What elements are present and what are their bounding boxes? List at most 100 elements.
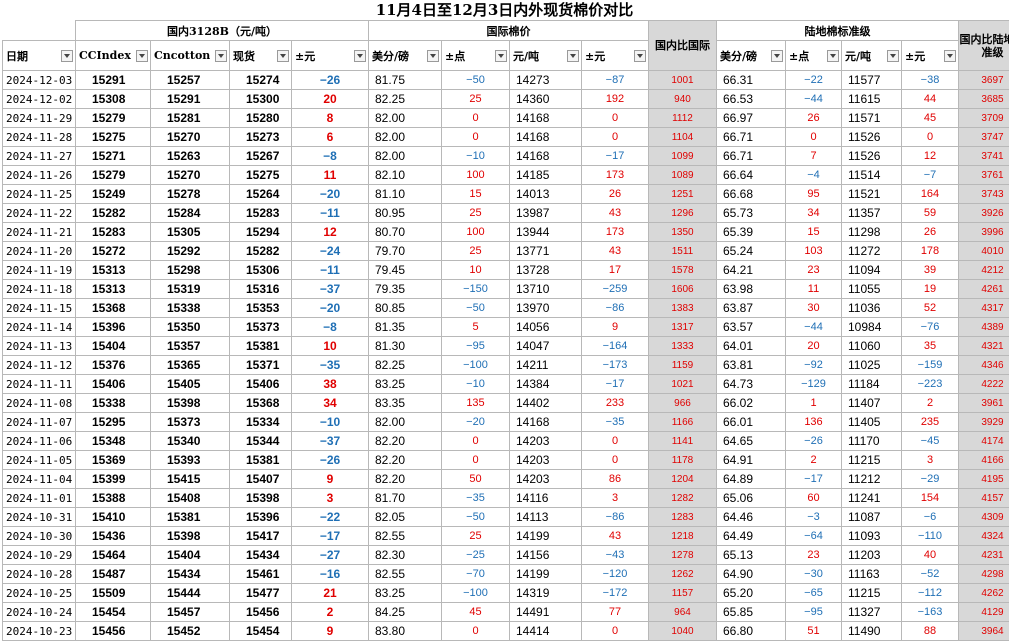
cell-cncotton[interactable]: 15270 [150,127,230,147]
cell-us-cents2[interactable]: 64.90 [716,564,786,584]
cell-dom-vs-port[interactable]: 3996 [958,222,1009,242]
cell-spot[interactable]: 15381 [229,450,292,470]
cell-yuan-ton2[interactable]: 11526 [841,127,902,147]
cell-date[interactable]: 2024-11-12 [2,355,76,375]
cell-chg[interactable]: 9 [291,469,369,489]
cell-us-cents2[interactable]: 66.53 [716,89,786,109]
cell-spot[interactable]: 15275 [229,165,292,185]
cell-us-cents2[interactable]: 64.65 [716,431,786,451]
cell-chg3[interactable]: −159 [901,355,959,375]
cell-ccindex[interactable]: 15436 [75,526,151,546]
cell-pts[interactable]: −50 [441,298,510,318]
cell-chg2[interactable]: 77 [581,602,649,622]
cell-pts[interactable]: −100 [441,355,510,375]
cell-us-cents[interactable]: 81.70 [368,488,442,508]
cell-pts2[interactable]: −22 [785,70,842,90]
cell-chg[interactable]: −17 [291,526,369,546]
cell-chg3[interactable]: −163 [901,602,959,622]
cell-spot[interactable]: 15456 [229,602,292,622]
cell-yuan-ton[interactable]: 13970 [509,298,582,318]
cell-chg2[interactable]: 9 [581,317,649,337]
filter-dropdown-icon[interactable] [944,50,956,62]
cell-us-cents2[interactable]: 63.98 [716,279,786,299]
cell-pts2[interactable]: 30 [785,298,842,318]
cell-chg[interactable]: −37 [291,431,369,451]
cell-cncotton[interactable]: 15298 [150,260,230,280]
cell-ccindex[interactable]: 15275 [75,127,151,147]
cell-ccindex[interactable]: 15406 [75,374,151,394]
cell-us-cents2[interactable]: 64.49 [716,526,786,546]
cell-chg3[interactable]: −7 [901,165,959,185]
cell-yuan-ton[interactable]: 14168 [509,127,582,147]
cell-date[interactable]: 2024-11-26 [2,165,76,185]
cell-cncotton[interactable]: 15357 [150,336,230,356]
cell-chg2[interactable]: −86 [581,507,649,527]
cell-dom-vs-intl[interactable]: 1157 [648,583,717,603]
cell-pts[interactable]: −50 [441,70,510,90]
cell-us-cents[interactable]: 80.85 [368,298,442,318]
cell-cncotton[interactable]: 15365 [150,355,230,375]
cell-us-cents2[interactable]: 64.73 [716,374,786,394]
cell-ccindex[interactable]: 15369 [75,450,151,470]
cell-chg3[interactable]: 154 [901,488,959,508]
cell-date[interactable]: 2024-10-29 [2,545,76,565]
cell-pts2[interactable]: −44 [785,317,842,337]
cell-pts[interactable]: 0 [441,621,510,641]
cell-spot[interactable]: 15461 [229,564,292,584]
cell-us-cents2[interactable]: 65.73 [716,203,786,223]
cell-dom-vs-port[interactable]: 4010 [958,241,1009,261]
cell-ccindex[interactable]: 15313 [75,260,151,280]
cell-pts[interactable]: 5 [441,317,510,337]
cell-yuan-ton[interactable]: 14156 [509,545,582,565]
cell-pts2[interactable]: 7 [785,146,842,166]
cell-cncotton[interactable]: 15408 [150,488,230,508]
cell-spot[interactable]: 15454 [229,621,292,641]
cell-cncotton[interactable]: 15292 [150,241,230,261]
cell-dom-vs-port[interactable]: 4324 [958,526,1009,546]
cell-cncotton[interactable]: 15373 [150,412,230,432]
cell-date[interactable]: 2024-12-03 [2,70,76,90]
cell-date[interactable]: 2024-11-25 [2,184,76,204]
cell-yuan-ton2[interactable]: 11521 [841,184,902,204]
filter-dropdown-icon[interactable] [354,50,366,62]
cell-yuan-ton[interactable]: 13771 [509,241,582,261]
cell-chg3[interactable]: −6 [901,507,959,527]
filter-dropdown-icon[interactable] [634,50,646,62]
cell-spot[interactable]: 15280 [229,108,292,128]
cell-spot[interactable]: 15334 [229,412,292,432]
cell-yuan-ton2[interactable]: 10984 [841,317,902,337]
filter-dropdown-icon[interactable] [277,50,289,62]
cell-cncotton[interactable]: 15398 [150,393,230,413]
cell-us-cents[interactable]: 80.95 [368,203,442,223]
cell-chg3[interactable]: −52 [901,564,959,584]
cell-ccindex[interactable]: 15404 [75,336,151,356]
cell-us-cents[interactable]: 82.20 [368,450,442,470]
cell-yuan-ton2[interactable]: 11490 [841,621,902,641]
cell-cncotton[interactable]: 15278 [150,184,230,204]
cell-dom-vs-port[interactable]: 3747 [958,127,1009,147]
cell-pts2[interactable]: −3 [785,507,842,527]
cell-date[interactable]: 2024-11-15 [2,298,76,318]
cell-us-cents2[interactable]: 63.81 [716,355,786,375]
cell-spot[interactable]: 15371 [229,355,292,375]
cell-yuan-ton[interactable]: 14116 [509,488,582,508]
cell-chg2[interactable]: −173 [581,355,649,375]
cell-spot[interactable]: 15353 [229,298,292,318]
cell-chg[interactable]: 3 [291,488,369,508]
cell-us-cents2[interactable]: 65.06 [716,488,786,508]
cell-yuan-ton2[interactable]: 11615 [841,89,902,109]
cell-chg3[interactable]: 88 [901,621,959,641]
cell-pts2[interactable]: −92 [785,355,842,375]
cell-spot[interactable]: 15264 [229,184,292,204]
cell-dom-vs-port[interactable]: 4317 [958,298,1009,318]
cell-date[interactable]: 2024-12-02 [2,89,76,109]
cell-dom-vs-intl[interactable]: 964 [648,602,717,622]
cell-ccindex[interactable]: 15456 [75,621,151,641]
cell-dom-vs-port[interactable]: 3926 [958,203,1009,223]
cell-dom-vs-intl[interactable]: 966 [648,393,717,413]
cell-chg2[interactable]: 0 [581,108,649,128]
cell-us-cents[interactable]: 82.55 [368,564,442,584]
cell-ccindex[interactable]: 15313 [75,279,151,299]
cell-spot[interactable]: 15300 [229,89,292,109]
cell-us-cents[interactable]: 83.35 [368,393,442,413]
